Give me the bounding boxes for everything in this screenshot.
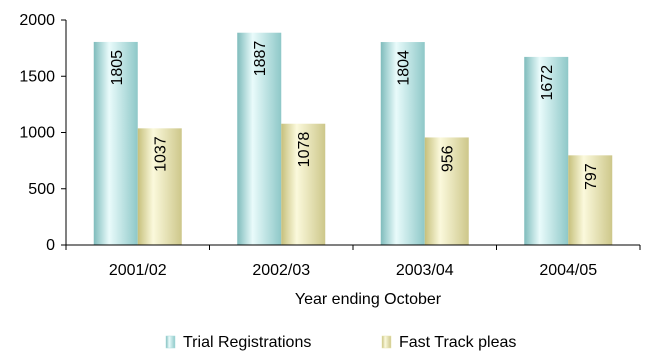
- y-tick-label: 1500: [19, 68, 55, 85]
- bar-fast-track-pleas: [424, 137, 469, 245]
- bar-fast-track-pleas: [568, 155, 613, 245]
- bar-trial-registrations: [93, 41, 138, 245]
- x-tick-label: 2001/02: [109, 262, 167, 279]
- bar-value-label: 1887: [252, 41, 269, 77]
- x-tick-label: 2003/04: [396, 262, 454, 279]
- x-axis-title: Year ending October: [295, 291, 442, 308]
- bar-trial-registrations: [524, 56, 569, 246]
- legend-swatch: [165, 335, 176, 349]
- x-axis-ticks: 2001/02 2002/03 2003/04 2004/05: [65, 245, 641, 279]
- bar-value-label: 1672: [539, 65, 556, 101]
- y-tick-label: 0: [46, 237, 55, 254]
- x-tick-label: 2002/03: [252, 262, 310, 279]
- bar-value-label: 797: [583, 163, 600, 190]
- legend-swatch: [381, 335, 392, 349]
- legend-label: Fast Track pleas: [399, 334, 516, 351]
- legend-label: Trial Registrations: [183, 334, 311, 351]
- y-tick-label: 2000: [19, 12, 55, 29]
- bar-trial-registrations: [380, 42, 425, 245]
- y-tick-label: 1000: [19, 125, 55, 142]
- bar-fast-track-pleas: [137, 128, 182, 245]
- bar-value-label: 1037: [153, 136, 170, 172]
- bar-trial-registrations: [237, 32, 282, 246]
- x-tick-label: 2004/05: [539, 262, 597, 279]
- y-axis-ticks: 0 500 1000 1500 2000: [19, 12, 66, 254]
- bar-value-label: 1804: [396, 50, 413, 86]
- bar-value-label: 1078: [296, 132, 313, 168]
- plot-area: 1805 1037 1887 1078 1804 956 1672 797: [93, 32, 613, 246]
- y-tick-label: 500: [28, 181, 55, 198]
- bar-value-label: 956: [440, 145, 457, 172]
- bar-value-label: 1805: [109, 50, 126, 86]
- bar-fast-track-pleas: [281, 123, 326, 245]
- legend: Trial Registrations Fast Track pleas: [165, 334, 516, 351]
